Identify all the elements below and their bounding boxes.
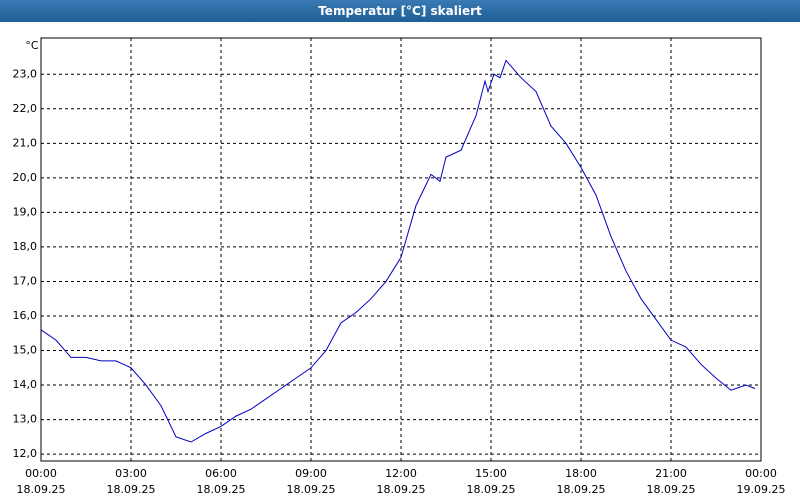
x-tick-label: 09:00 (295, 467, 327, 480)
x-tick-label: 03:00 (115, 467, 147, 480)
chart: °C 12,0 13,0 14,0 15,0 16,0 17,0 18,0 19,0 20,0 2… (13, 37, 786, 496)
x-tick-label: 18:00 (565, 467, 597, 480)
x-tick-date: 18.09.25 (17, 483, 66, 496)
x-tick-date: 18.09.25 (647, 483, 696, 496)
x-tick-label: 21:00 (655, 467, 687, 480)
y-unit: °C (25, 39, 39, 52)
y-tick-label: 15,0 (13, 344, 38, 357)
y-tick-label: 18,0 (13, 240, 38, 253)
y-tick-label: 13,0 (13, 413, 38, 426)
y-tick-label: 14,0 (13, 378, 38, 391)
y-tick-label: 17,0 (13, 274, 38, 287)
x-tick-date: 18.09.25 (287, 483, 336, 496)
y-tick-label: 19,0 (13, 205, 38, 218)
x-tick-label: 00:00 (745, 467, 777, 480)
x-tick-date: 18.09.25 (107, 483, 156, 496)
window-title: Temperatur [°C] skaliert (0, 0, 800, 22)
x-tick-date: 18.09.25 (197, 483, 246, 496)
x-tick-label: 06:00 (205, 467, 237, 480)
x-tick-label: 12:00 (385, 467, 417, 480)
x-tick-date: 19.09.25 (737, 483, 786, 496)
x-tick-label: 15:00 (475, 467, 507, 480)
y-tick-label: 21,0 (13, 136, 38, 149)
line (40, 59, 756, 443)
y-tick-label: 23,0 (13, 67, 38, 80)
x-tick-label: 00:00 (25, 467, 57, 480)
y-tick-label: 20,0 (13, 171, 38, 184)
y-tick-label: 12,0 (13, 447, 38, 460)
x-tick-date: 18.09.25 (377, 483, 426, 496)
x-tick-date: 18.09.25 (467, 483, 516, 496)
x-tick-date: 18.09.25 (557, 483, 606, 496)
y-tick-label: 22,0 (13, 102, 38, 115)
y-tick-label: 16,0 (13, 309, 38, 322)
